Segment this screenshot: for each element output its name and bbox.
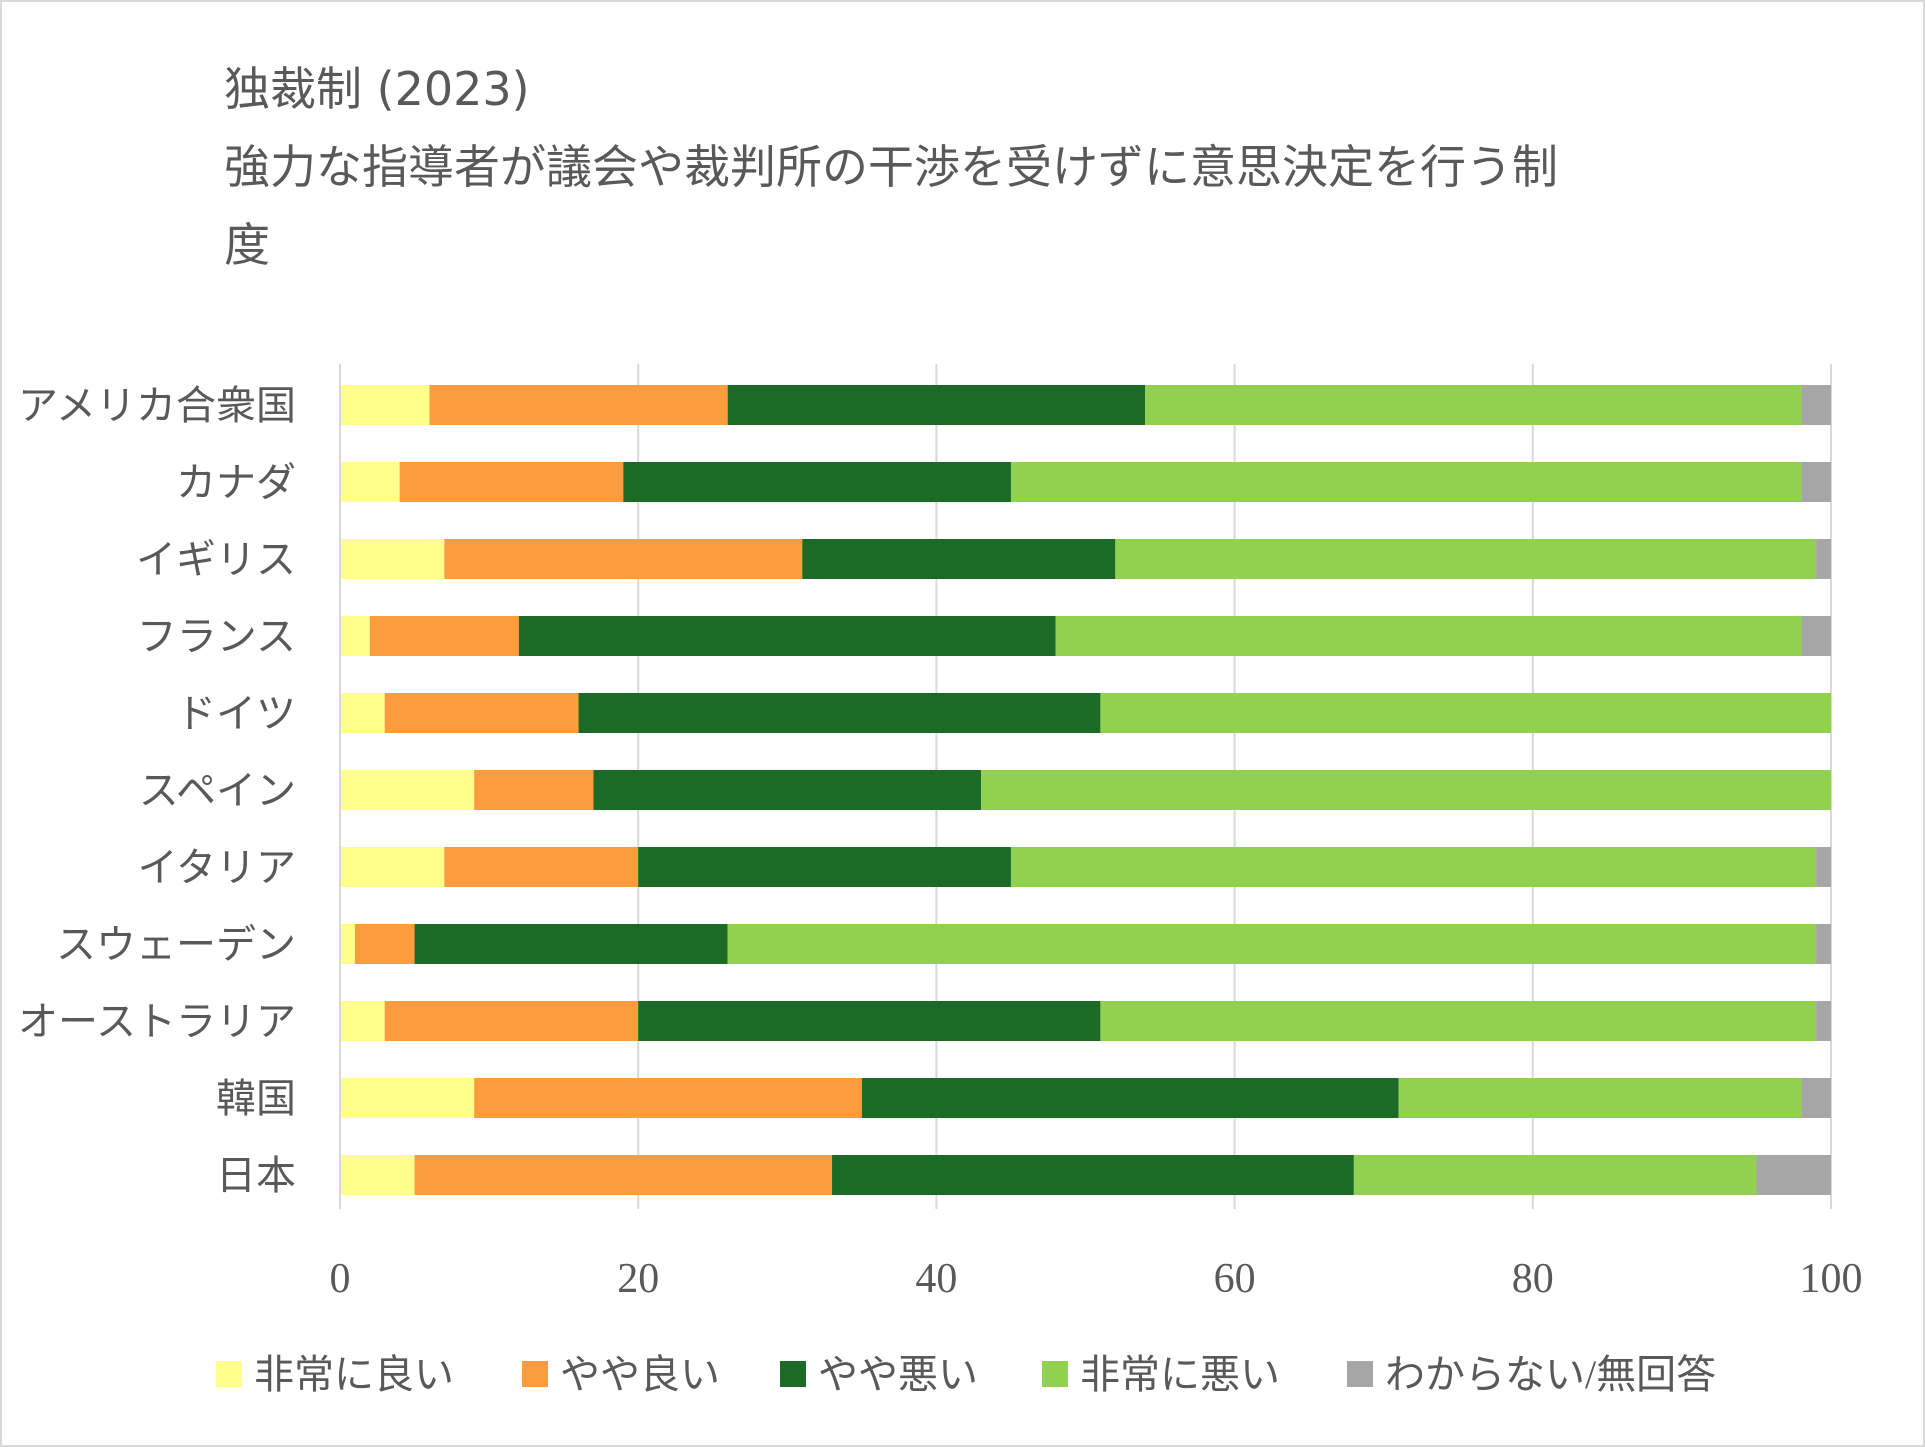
bar-segment — [1816, 1001, 1831, 1041]
bar-segment — [340, 693, 385, 733]
bar-segment — [1398, 1078, 1802, 1118]
bar-segment — [1801, 462, 1831, 502]
legend: 非常に良い やや良い やや悪い 非常に悪い わからない/無回答 — [216, 1352, 1716, 1397]
category-label: オーストラリア — [18, 999, 296, 1044]
bar-segment — [832, 1155, 1354, 1195]
bar-segment — [518, 616, 1056, 656]
bar-segment — [399, 462, 624, 502]
bar-segment — [802, 539, 1116, 579]
category-labels: アメリカ合衆国カナダイギリスフランスドイツスペインイタリアスウェーデンオーストラ… — [18, 383, 296, 1198]
x-tick-label: 40 — [915, 1256, 957, 1302]
bar-segment — [638, 1001, 1101, 1041]
category-label: フランス — [137, 614, 296, 659]
bar-segment — [384, 693, 579, 733]
bars — [340, 385, 1831, 1195]
bar-segment — [354, 924, 415, 964]
category-label: 韓国 — [216, 1076, 296, 1121]
bar-segment — [727, 385, 1146, 425]
bar-segment — [444, 539, 803, 579]
bar-segment — [340, 1078, 475, 1118]
legend-swatch — [1347, 1361, 1373, 1387]
bar-segment — [981, 770, 1831, 810]
bar-segment — [623, 462, 1011, 502]
x-tick-label: 100 — [1800, 1256, 1863, 1302]
bar-segment — [1353, 1155, 1757, 1195]
bar-segment — [1801, 1078, 1831, 1118]
bar-segment — [340, 847, 445, 887]
chart-title-block: 独裁制 (2023) 強力な指導者が議会や裁判所の干渉を受けずに意思決定を行う制… — [224, 50, 1784, 284]
category-label: イギリス — [136, 537, 296, 582]
bar-segment — [444, 847, 639, 887]
bar-segment — [414, 924, 728, 964]
legend-swatch — [780, 1361, 806, 1387]
category-label: スペイン — [139, 768, 296, 813]
legend-swatch — [1042, 1361, 1068, 1387]
bar-segment — [340, 462, 400, 502]
x-tick-label: 60 — [1214, 1256, 1256, 1302]
chart-title: 独裁制 (2023) — [224, 62, 530, 116]
x-tick-labels: 0 20 40 60 80 100 — [330, 1256, 1863, 1302]
x-tick-label: 20 — [617, 1256, 659, 1302]
legend-label: やや悪い — [818, 1352, 978, 1397]
bar-segment — [384, 1001, 639, 1041]
legend-swatch — [522, 1361, 548, 1387]
bar-segment — [340, 616, 370, 656]
bar-segment — [1100, 1001, 1817, 1041]
bar-segment — [340, 770, 475, 810]
bar-segment — [429, 385, 728, 425]
bar-segment — [1816, 924, 1831, 964]
legend-label: 非常に良い — [254, 1352, 454, 1397]
bar-segment — [340, 1001, 385, 1041]
legend-label: わからない/無回答 — [1385, 1352, 1716, 1397]
bar-segment — [1816, 847, 1831, 887]
bar-segment — [340, 1155, 415, 1195]
bar-segment — [1145, 385, 1802, 425]
bar-segment — [340, 385, 430, 425]
bar-segment — [1010, 462, 1802, 502]
x-tick-label: 80 — [1512, 1256, 1554, 1302]
bar-segment — [593, 770, 982, 810]
bar-segment — [727, 924, 1817, 964]
bar-segment — [474, 1078, 862, 1118]
bar-segment — [578, 693, 1101, 733]
bar-segment — [638, 847, 1011, 887]
bar-segment — [1816, 539, 1831, 579]
category-label: ドイツ — [176, 691, 296, 736]
bar-segment — [1100, 693, 1831, 733]
bar-segment — [861, 1078, 1399, 1118]
bar-segment — [414, 1155, 833, 1195]
legend-label: 非常に悪い — [1080, 1352, 1280, 1397]
bar-segment — [1756, 1155, 1831, 1195]
category-label: 日本 — [216, 1153, 296, 1198]
legend-label: やや良い — [560, 1352, 720, 1397]
bar-segment — [1055, 616, 1802, 656]
bar-segment — [340, 539, 445, 579]
category-label: アメリカ合衆国 — [18, 383, 296, 428]
bar-segment — [1801, 385, 1831, 425]
chart-subtitle-line-2: 度 — [224, 218, 270, 272]
chart-subtitle-line-1: 強力な指導者が議会や裁判所の干渉を受けずに意思決定を行う制 — [224, 140, 1558, 194]
bar-segment — [1010, 847, 1817, 887]
legend-swatch — [216, 1361, 242, 1387]
bar-segment — [474, 770, 594, 810]
x-tick-label: 0 — [330, 1256, 351, 1302]
bar-segment — [1801, 616, 1831, 656]
category-label: イタリア — [138, 845, 296, 890]
bar-segment — [1115, 539, 1817, 579]
category-label: スウェーデン — [56, 922, 296, 967]
category-label: カナダ — [176, 460, 296, 505]
bar-segment — [369, 616, 519, 656]
bar-segment — [340, 924, 355, 964]
